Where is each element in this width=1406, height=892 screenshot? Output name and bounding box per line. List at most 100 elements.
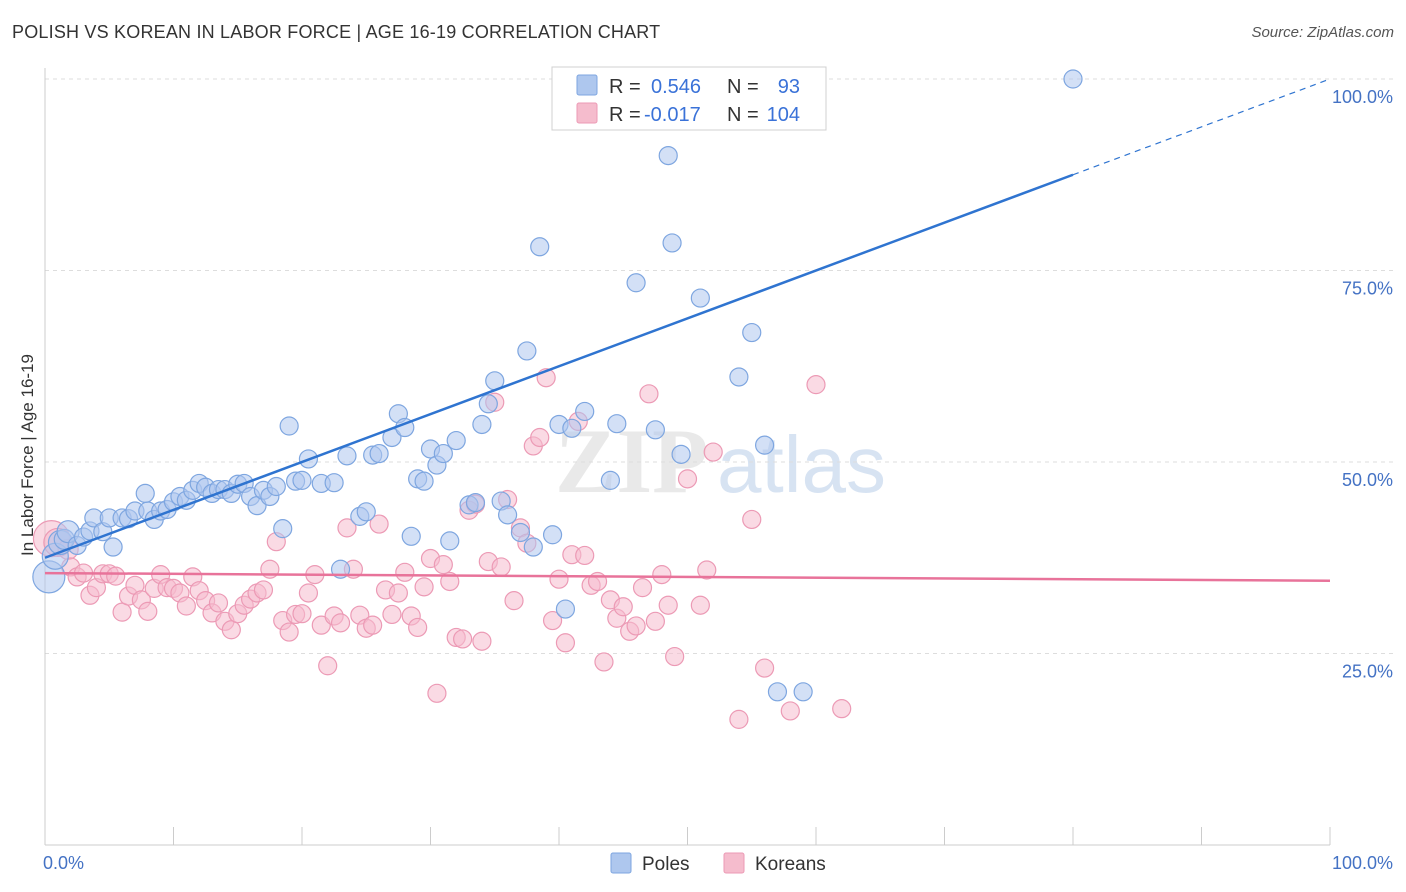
legend-r-value-poles: 0.546 xyxy=(651,76,701,98)
bottom-legend: Poles Koreans xyxy=(610,852,826,875)
pole-point xyxy=(658,146,678,166)
pole-point xyxy=(510,522,531,543)
bottom-legend-swatch-poles xyxy=(610,852,632,874)
pole-point xyxy=(575,401,595,422)
legend-swatch-koreans xyxy=(576,102,598,124)
pole-point xyxy=(433,443,453,464)
korean-point xyxy=(395,562,415,582)
bottom-legend-label-koreans: Koreans xyxy=(755,854,826,875)
korean-point xyxy=(112,602,132,622)
korean-point xyxy=(697,560,717,580)
korean-point xyxy=(690,595,710,615)
korean-point xyxy=(729,709,749,729)
watermark-atlas: atlas xyxy=(717,420,886,509)
legend-n-label-poles: N = xyxy=(727,76,759,98)
legend-n-label-koreans: N = xyxy=(727,104,759,126)
legend-r-label-koreans: R = xyxy=(609,104,641,126)
pole-point xyxy=(446,430,466,451)
korean-point xyxy=(176,596,196,616)
korean-point xyxy=(440,571,460,592)
pole-point xyxy=(266,476,286,497)
pole-point xyxy=(369,443,389,464)
korean-point xyxy=(703,442,723,462)
poles-trend-line xyxy=(44,173,1074,559)
legend-r-label-poles: R = xyxy=(609,76,641,98)
pole-point xyxy=(662,233,682,253)
korean-point xyxy=(742,509,762,530)
korean-point xyxy=(555,633,576,653)
korean-point xyxy=(330,613,351,633)
pole-point xyxy=(279,416,299,436)
korean-point xyxy=(530,427,550,448)
pole-point xyxy=(793,682,813,702)
korean-point xyxy=(645,611,665,631)
korean-point xyxy=(292,604,312,624)
pole-point xyxy=(356,502,376,522)
pole-point xyxy=(324,473,344,493)
y-axis-title: In Labor Force | Age 16-19 xyxy=(18,354,37,556)
pole-point xyxy=(273,519,293,539)
korean-point xyxy=(594,652,614,672)
pole-point xyxy=(555,599,576,619)
korean-point xyxy=(504,591,524,611)
y-tick-label: 50.0% xyxy=(1342,470,1393,490)
pole-point xyxy=(103,537,123,557)
legend-r-value-koreans: -0.017 xyxy=(644,104,701,126)
pole-point xyxy=(754,435,775,455)
legend-box: R = 0.546 N = 93 R = -0.017 N = 104 xyxy=(551,66,827,131)
pole-point xyxy=(292,470,312,490)
korean-point xyxy=(780,701,800,721)
pole-point xyxy=(607,414,627,434)
pole-point xyxy=(542,525,563,545)
korean-point xyxy=(369,514,389,534)
chart-source: Source: ZipAtlas.com xyxy=(1251,24,1394,41)
pole-point xyxy=(523,537,543,557)
korean-point xyxy=(491,557,511,577)
korean-point xyxy=(677,469,698,489)
korean-point xyxy=(754,658,775,678)
poles-trend-extension xyxy=(1072,78,1331,176)
pole-point xyxy=(465,492,486,513)
pole-point xyxy=(1063,69,1083,89)
korean-point xyxy=(337,518,357,538)
pole-point xyxy=(600,470,621,490)
korean-point xyxy=(221,620,241,640)
korean-point xyxy=(298,583,319,603)
korean-point xyxy=(665,646,685,667)
korean-point xyxy=(613,597,633,617)
korean-point xyxy=(382,604,402,625)
korean-point xyxy=(652,565,672,585)
korean-point xyxy=(208,593,229,613)
korean-point xyxy=(414,577,434,597)
y-tick-label: 25.0% xyxy=(1342,662,1393,682)
chart-title: POLISH VS KOREAN IN LABOR FORCE | AGE 16… xyxy=(12,22,661,42)
y-tick-label: 100.0% xyxy=(1332,87,1393,107)
korean-point xyxy=(106,566,126,586)
korean-point xyxy=(832,699,852,719)
pole-point xyxy=(562,418,582,438)
korean-point xyxy=(253,580,274,600)
pole-point xyxy=(440,531,460,551)
korean-point xyxy=(806,375,826,395)
bottom-legend-label-poles: Poles xyxy=(642,854,690,875)
koreans-trend-line xyxy=(44,571,1331,582)
korean-point xyxy=(632,578,653,598)
korean-point xyxy=(408,617,428,638)
korean-point xyxy=(472,631,492,651)
korean-point xyxy=(626,616,646,636)
korean-point xyxy=(279,622,299,642)
pole-point xyxy=(337,446,357,466)
korean-point xyxy=(453,629,473,649)
korean-point xyxy=(658,595,678,615)
pole-point xyxy=(517,341,537,361)
bottom-legend-swatch-koreans xyxy=(723,852,745,874)
pole-point xyxy=(729,367,749,387)
pole-point xyxy=(742,322,762,343)
korean-point xyxy=(639,384,659,404)
pole-point xyxy=(767,682,788,702)
pole-point xyxy=(645,420,665,440)
legend-n-value-koreans: 104 xyxy=(767,104,800,126)
pole-point xyxy=(626,273,646,293)
korean-point xyxy=(138,601,158,621)
